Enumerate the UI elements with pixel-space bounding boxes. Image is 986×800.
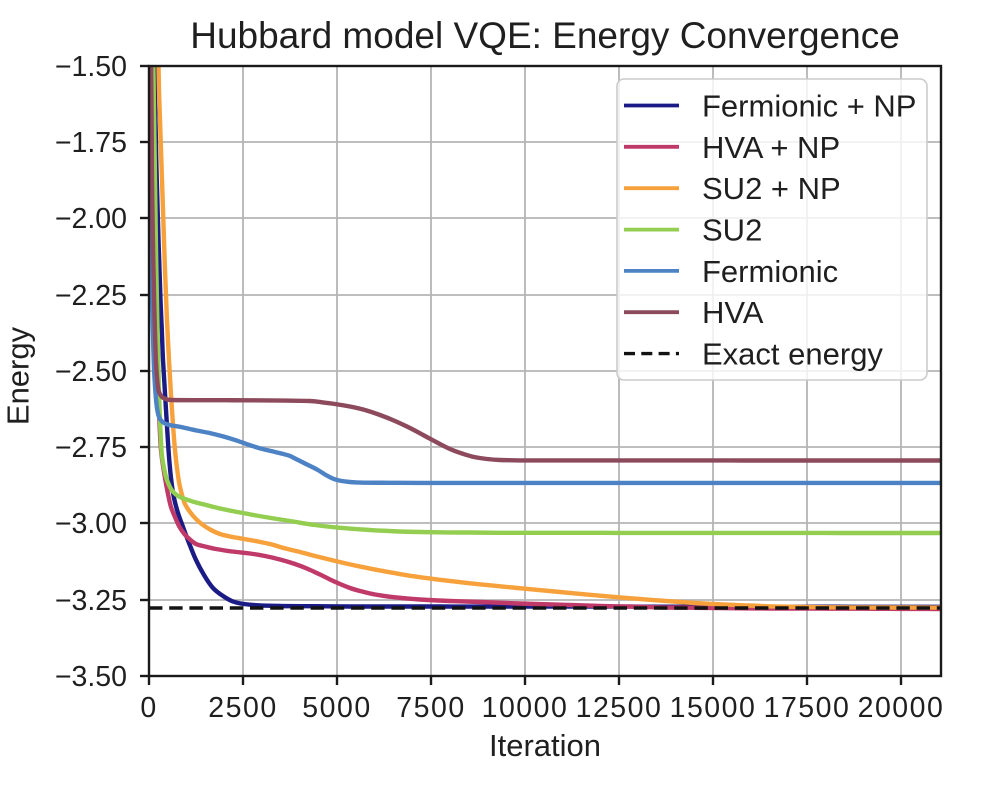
svg-text:2500: 2500: [208, 692, 277, 724]
svg-text:12500: 12500: [576, 692, 663, 724]
svg-text:Fermionic + NP: Fermionic + NP: [702, 89, 916, 124]
svg-text:Hubbard model VQE: Energy Conv: Hubbard model VQE: Energy Convergence: [190, 15, 900, 56]
svg-text:20000: 20000: [858, 692, 945, 724]
svg-text:HVA: HVA: [702, 295, 764, 330]
svg-text:10000: 10000: [482, 692, 569, 724]
svg-text:Fermionic: Fermionic: [702, 254, 838, 289]
svg-text:−3.00: −3.00: [55, 508, 127, 540]
svg-text:Energy: Energy: [1, 326, 36, 425]
svg-text:−2.00: −2.00: [55, 203, 127, 235]
svg-text:7500: 7500: [396, 692, 465, 724]
svg-text:−2.50: −2.50: [55, 356, 127, 388]
svg-text:Exact energy: Exact energy: [702, 337, 883, 372]
svg-text:Iteration: Iteration: [489, 728, 601, 763]
svg-text:−2.75: −2.75: [55, 432, 127, 464]
svg-text:−1.50: −1.50: [55, 51, 127, 83]
svg-text:5000: 5000: [302, 692, 371, 724]
svg-text:SU2: SU2: [702, 213, 762, 248]
svg-text:−1.75: −1.75: [55, 127, 127, 159]
svg-text:17500: 17500: [764, 692, 851, 724]
svg-text:HVA + NP: HVA + NP: [702, 130, 840, 165]
svg-text:SU2 + NP: SU2 + NP: [702, 171, 841, 206]
svg-text:15000: 15000: [670, 692, 757, 724]
svg-text:−2.25: −2.25: [55, 280, 127, 312]
svg-text:−3.25: −3.25: [55, 585, 127, 617]
svg-text:−3.50: −3.50: [55, 661, 127, 693]
svg-text:0: 0: [140, 692, 157, 724]
